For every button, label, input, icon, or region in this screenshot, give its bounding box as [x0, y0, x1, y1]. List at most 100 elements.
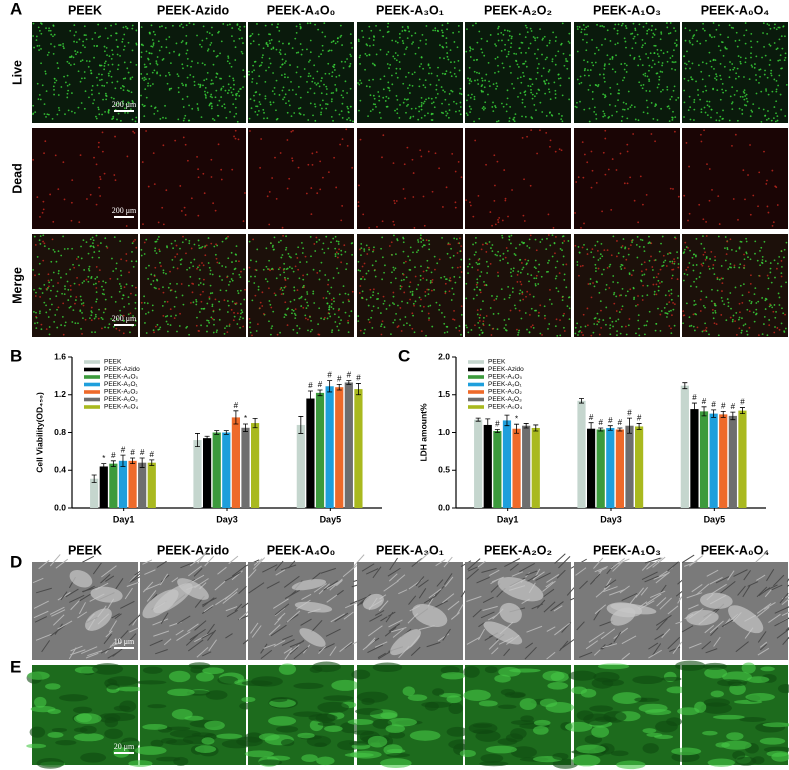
cell-dot	[315, 83, 318, 86]
bar	[635, 426, 644, 508]
cell-dot	[719, 62, 722, 65]
cell-dot	[248, 240, 251, 243]
cell-dot	[291, 89, 294, 91]
image-panel	[682, 128, 788, 229]
cell-dot	[671, 118, 674, 121]
texture	[595, 584, 611, 598]
cell-dot	[459, 106, 462, 108]
cell-dot	[258, 65, 261, 67]
cell-dot	[70, 110, 73, 113]
cell-dot	[743, 98, 746, 101]
cell-dot	[446, 55, 449, 58]
image-panel	[140, 234, 246, 337]
cell-dot	[147, 85, 149, 87]
fiber	[494, 674, 511, 683]
cell-dot	[601, 273, 603, 276]
cell-dot	[738, 247, 741, 250]
cell-dot	[562, 235, 565, 238]
cell-dot	[202, 290, 204, 293]
cell-dot	[721, 282, 724, 285]
texture	[280, 564, 297, 571]
cell-dot	[182, 303, 185, 306]
cell-dot	[70, 219, 73, 222]
cell-dot	[625, 46, 627, 49]
cell-dot	[650, 255, 652, 258]
cell-dot	[609, 58, 612, 61]
cell-dot	[740, 331, 743, 334]
cell-dot	[673, 303, 676, 306]
cell-dot	[646, 284, 649, 287]
cell-dot	[419, 39, 422, 42]
cell-dot	[682, 314, 685, 317]
cell-dot	[43, 152, 45, 155]
texture	[688, 642, 702, 649]
cell-dot	[758, 107, 760, 110]
cell-dot	[298, 297, 301, 300]
cell-dot	[521, 115, 523, 118]
cell-dot	[671, 67, 673, 70]
cell-dot	[690, 324, 693, 327]
texture	[286, 610, 301, 623]
cell-dot	[87, 268, 90, 270]
cell-dot	[476, 309, 479, 311]
cell-dot	[311, 152, 314, 155]
texture	[144, 583, 161, 591]
cell-dot	[115, 327, 118, 330]
cell-dot	[368, 37, 371, 40]
cell-dot	[60, 254, 63, 257]
cell-dot	[405, 48, 407, 50]
error-bar	[598, 427, 604, 432]
cell-dot	[407, 87, 409, 90]
cell-dot	[683, 248, 686, 251]
cell-dot	[524, 258, 527, 261]
cell-dot	[716, 276, 719, 279]
cell-dot	[347, 298, 350, 301]
cell-dot	[634, 27, 637, 30]
texture	[194, 620, 207, 631]
cell-dot	[414, 266, 416, 269]
cell-dot	[74, 302, 76, 305]
fiber	[134, 746, 167, 755]
cell-dot	[125, 283, 128, 286]
cell-dot	[287, 252, 290, 255]
image-background	[248, 562, 354, 660]
cell-dot	[576, 78, 579, 81]
cell-dot	[301, 286, 304, 289]
cell-dot	[134, 238, 136, 241]
cell-dot	[181, 294, 184, 297]
texture	[289, 646, 299, 655]
cell-dot	[313, 302, 316, 304]
cell-dot	[566, 67, 569, 70]
cell-dot	[422, 84, 425, 87]
cell-dot	[387, 30, 390, 33]
fiber	[217, 676, 239, 685]
cell-dot	[719, 115, 722, 118]
image-panel	[140, 128, 246, 229]
cell-dot	[360, 82, 363, 84]
cell-dot	[529, 85, 532, 88]
cell-dot	[482, 320, 485, 323]
cell-dot	[611, 56, 614, 58]
cell-dot	[313, 92, 316, 95]
cell-dot	[347, 331, 350, 334]
cell-dot	[320, 77, 323, 79]
fiber	[92, 663, 124, 675]
cell-dot	[729, 95, 732, 98]
image-background	[574, 128, 680, 229]
cell-dot	[263, 117, 265, 120]
cell-dot	[500, 49, 503, 52]
cell-dot	[428, 319, 430, 321]
cell-dot	[207, 319, 210, 322]
cell-dot	[233, 83, 235, 86]
cell-dot	[251, 71, 254, 73]
cell-dot	[715, 75, 718, 78]
cell-dot	[612, 235, 615, 238]
image-background	[248, 234, 354, 337]
cell-dot	[687, 246, 689, 249]
texture	[342, 565, 358, 578]
texture	[325, 628, 341, 637]
cell-dot	[396, 108, 399, 111]
cell-dot	[548, 69, 551, 71]
cell-dot	[633, 296, 636, 299]
cell-dot	[176, 267, 179, 270]
